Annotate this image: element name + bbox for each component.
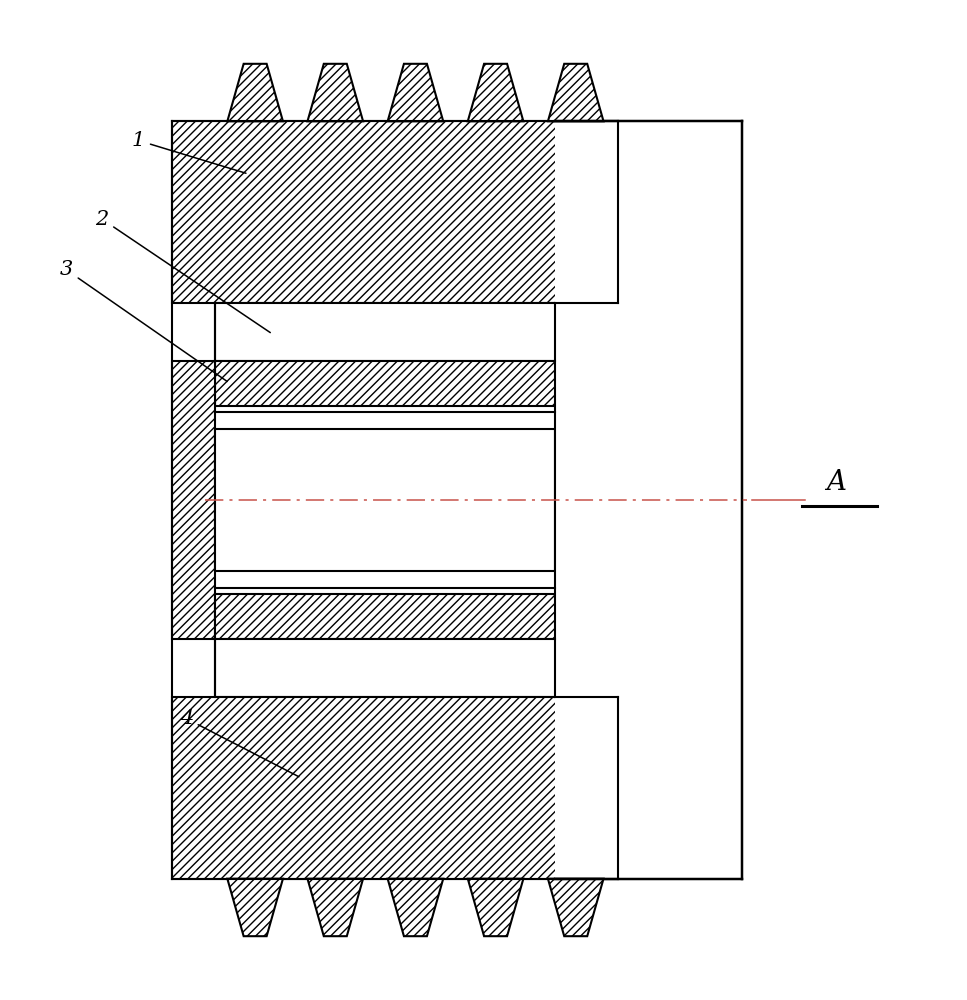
Bar xyxy=(215,303,618,361)
Polygon shape xyxy=(388,64,443,121)
Bar xyxy=(172,121,618,303)
Bar xyxy=(172,361,215,639)
Text: A: A xyxy=(826,469,846,496)
Polygon shape xyxy=(468,879,523,936)
Bar xyxy=(215,361,618,406)
Polygon shape xyxy=(308,879,363,936)
Bar xyxy=(215,639,618,697)
Polygon shape xyxy=(548,64,603,121)
Text: 1: 1 xyxy=(132,131,246,173)
Polygon shape xyxy=(548,879,603,936)
Bar xyxy=(215,594,618,639)
Polygon shape xyxy=(468,64,523,121)
Text: 2: 2 xyxy=(96,210,271,333)
Bar xyxy=(172,697,618,879)
Text: 4: 4 xyxy=(180,709,299,777)
Bar xyxy=(555,121,743,879)
Bar xyxy=(215,429,555,571)
Polygon shape xyxy=(308,64,363,121)
Text: 3: 3 xyxy=(60,260,227,381)
Polygon shape xyxy=(227,64,283,121)
Polygon shape xyxy=(388,879,443,936)
Polygon shape xyxy=(227,879,283,936)
